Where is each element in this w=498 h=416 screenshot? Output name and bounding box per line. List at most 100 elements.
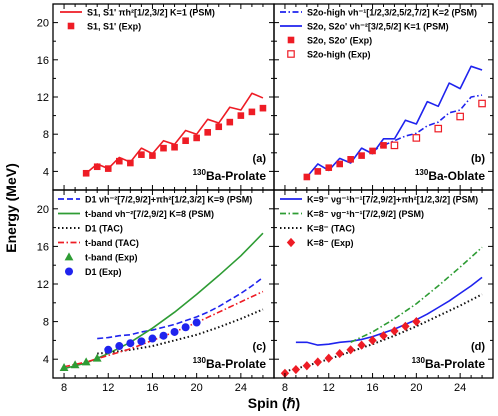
series-line: [97, 276, 264, 340]
panel-label: (c): [253, 341, 267, 353]
data-point: [126, 339, 135, 348]
data-point: [412, 317, 421, 327]
x-tick-label: 8: [282, 382, 288, 394]
data-point: [170, 327, 179, 336]
x-tick-label: 12: [102, 382, 114, 394]
data-point: [171, 143, 178, 151]
data-point: [160, 144, 167, 152]
data-point: [104, 165, 112, 172]
y-tick-label: 12: [37, 92, 49, 104]
y-axis-label: Energy (MeV): [3, 163, 19, 252]
x-tick-label: 16: [146, 382, 158, 394]
data-point: [93, 163, 101, 171]
legend-label: D1 (TAC): [85, 224, 123, 234]
data-point: [104, 345, 113, 354]
y-tick-label: 20: [37, 204, 49, 216]
legend-label: t-band νh⁻²[7/2,9/2] K=8 (PSM): [85, 209, 214, 219]
data-point: [313, 357, 322, 367]
legend-label: K=8⁻ (TAC): [307, 224, 355, 234]
data-point: [248, 108, 256, 116]
data-point: [149, 152, 156, 159]
x-axis-label: Spin (ℏ): [248, 395, 300, 411]
legend-marker: [67, 22, 75, 30]
data-point: [204, 129, 211, 136]
data-point: [159, 331, 168, 340]
y-tick-label: 4: [43, 166, 49, 178]
legend-label: K=8⁻ (Exp): [307, 238, 354, 248]
panel-d: 8 12 16 20 24 K=9⁻ νg⁻¹h⁻¹[7/2,9/2]+πh²[1/2,3…: [273, 189, 494, 394]
data-point: [390, 326, 399, 336]
data-point: [226, 118, 234, 126]
data-point: [116, 157, 123, 165]
data-point: [82, 169, 90, 177]
panel-a: 4 8 12 16 20 S1, S1' πh²[1/2,3/2] K=1 (PSM) S1…: [37, 3, 275, 191]
data-point: [237, 112, 245, 119]
legend-label: S2o, S2o' (Exp): [307, 36, 372, 46]
data-point: [347, 156, 354, 163]
series-line: [63, 290, 264, 368]
legend-label: D1 νh⁻²[7/2,9/2]+πh²[1/2,3/2] K=9 (PSM): [85, 195, 252, 205]
legend-label: S1, S1' (Exp): [87, 22, 141, 32]
data-point: [346, 345, 355, 355]
panel-label: (b): [471, 153, 485, 165]
series-line: [306, 65, 483, 178]
data-point: [259, 104, 267, 112]
data-point: [380, 142, 387, 149]
legend-label: t-band (Exp): [85, 253, 138, 263]
legend-label: t-band (TAC): [85, 238, 139, 248]
data-point: [314, 168, 322, 175]
x-tick-label: 24: [235, 382, 247, 394]
data-point: [137, 337, 146, 346]
series-line: [295, 276, 483, 346]
legend-marker: [64, 252, 74, 261]
data-point: [456, 112, 464, 121]
legend-label: K=9⁻ νg⁻¹h⁻¹[7/2,9/2]+πh²[1/2,3/2] (PSM): [307, 195, 478, 205]
legend-marker: [286, 237, 296, 248]
legend-marker: [287, 50, 295, 58]
legend-marker: [65, 267, 73, 276]
nucleus-label: 130Ba-Prolate: [412, 356, 486, 371]
data-point: [115, 342, 124, 351]
plot-area: [59, 232, 264, 372]
y-tick-label: 4: [43, 354, 49, 366]
data-point: [324, 353, 333, 363]
x-tick-label: 16: [366, 382, 378, 394]
nucleus-label: 130Ba-Prolate: [193, 356, 267, 371]
y-tick-label: 12: [37, 279, 49, 291]
y-tick-label: 8: [43, 317, 49, 329]
data-point: [291, 364, 301, 375]
series-line: [350, 246, 483, 344]
plot-area: [82, 92, 267, 177]
data-point: [478, 99, 486, 108]
data-point: [368, 335, 377, 345]
legend-label: K=8⁻ νg⁻¹h⁻¹[7/2,9/2] (PSM): [307, 209, 424, 219]
data-point: [401, 321, 410, 331]
data-point: [358, 152, 365, 159]
plot-area: [280, 246, 483, 378]
y-tick-label: 20: [37, 18, 49, 30]
legend-label: S1, S1' πh²[1/2,3/2] K=1 (PSM): [87, 8, 215, 18]
legend-label: S2o-high νh⁻¹[1/2,3/2,5/2,7/2] K=2 (PSM): [307, 8, 477, 18]
panel-frame: [273, 3, 494, 191]
plot-area: [303, 65, 486, 181]
legend-label: S2o-high (Exp): [307, 50, 371, 60]
legend-label: D1 (Exp): [85, 267, 122, 277]
panel-b: S2o-high νh⁻¹[1/2,3/2,5/2,7/2] K=2 (PSM)…: [273, 3, 494, 191]
x-tick-label: 20: [410, 382, 422, 394]
data-point: [81, 357, 91, 366]
data-point: [138, 151, 145, 158]
data-point: [182, 137, 189, 145]
panel-label: (d): [471, 341, 485, 353]
data-point: [379, 331, 388, 341]
data-point: [357, 340, 366, 350]
data-point: [181, 323, 190, 332]
data-point: [70, 360, 80, 369]
series-line: [372, 94, 483, 152]
data-point: [390, 141, 399, 150]
legend-label: S2o, S2o' νh⁻²[3/2,5/2] K=1 (PSM): [307, 22, 449, 32]
data-point: [336, 160, 343, 168]
y-tick-label: 16: [37, 55, 49, 67]
data-point: [127, 159, 134, 167]
data-point: [302, 361, 312, 371]
